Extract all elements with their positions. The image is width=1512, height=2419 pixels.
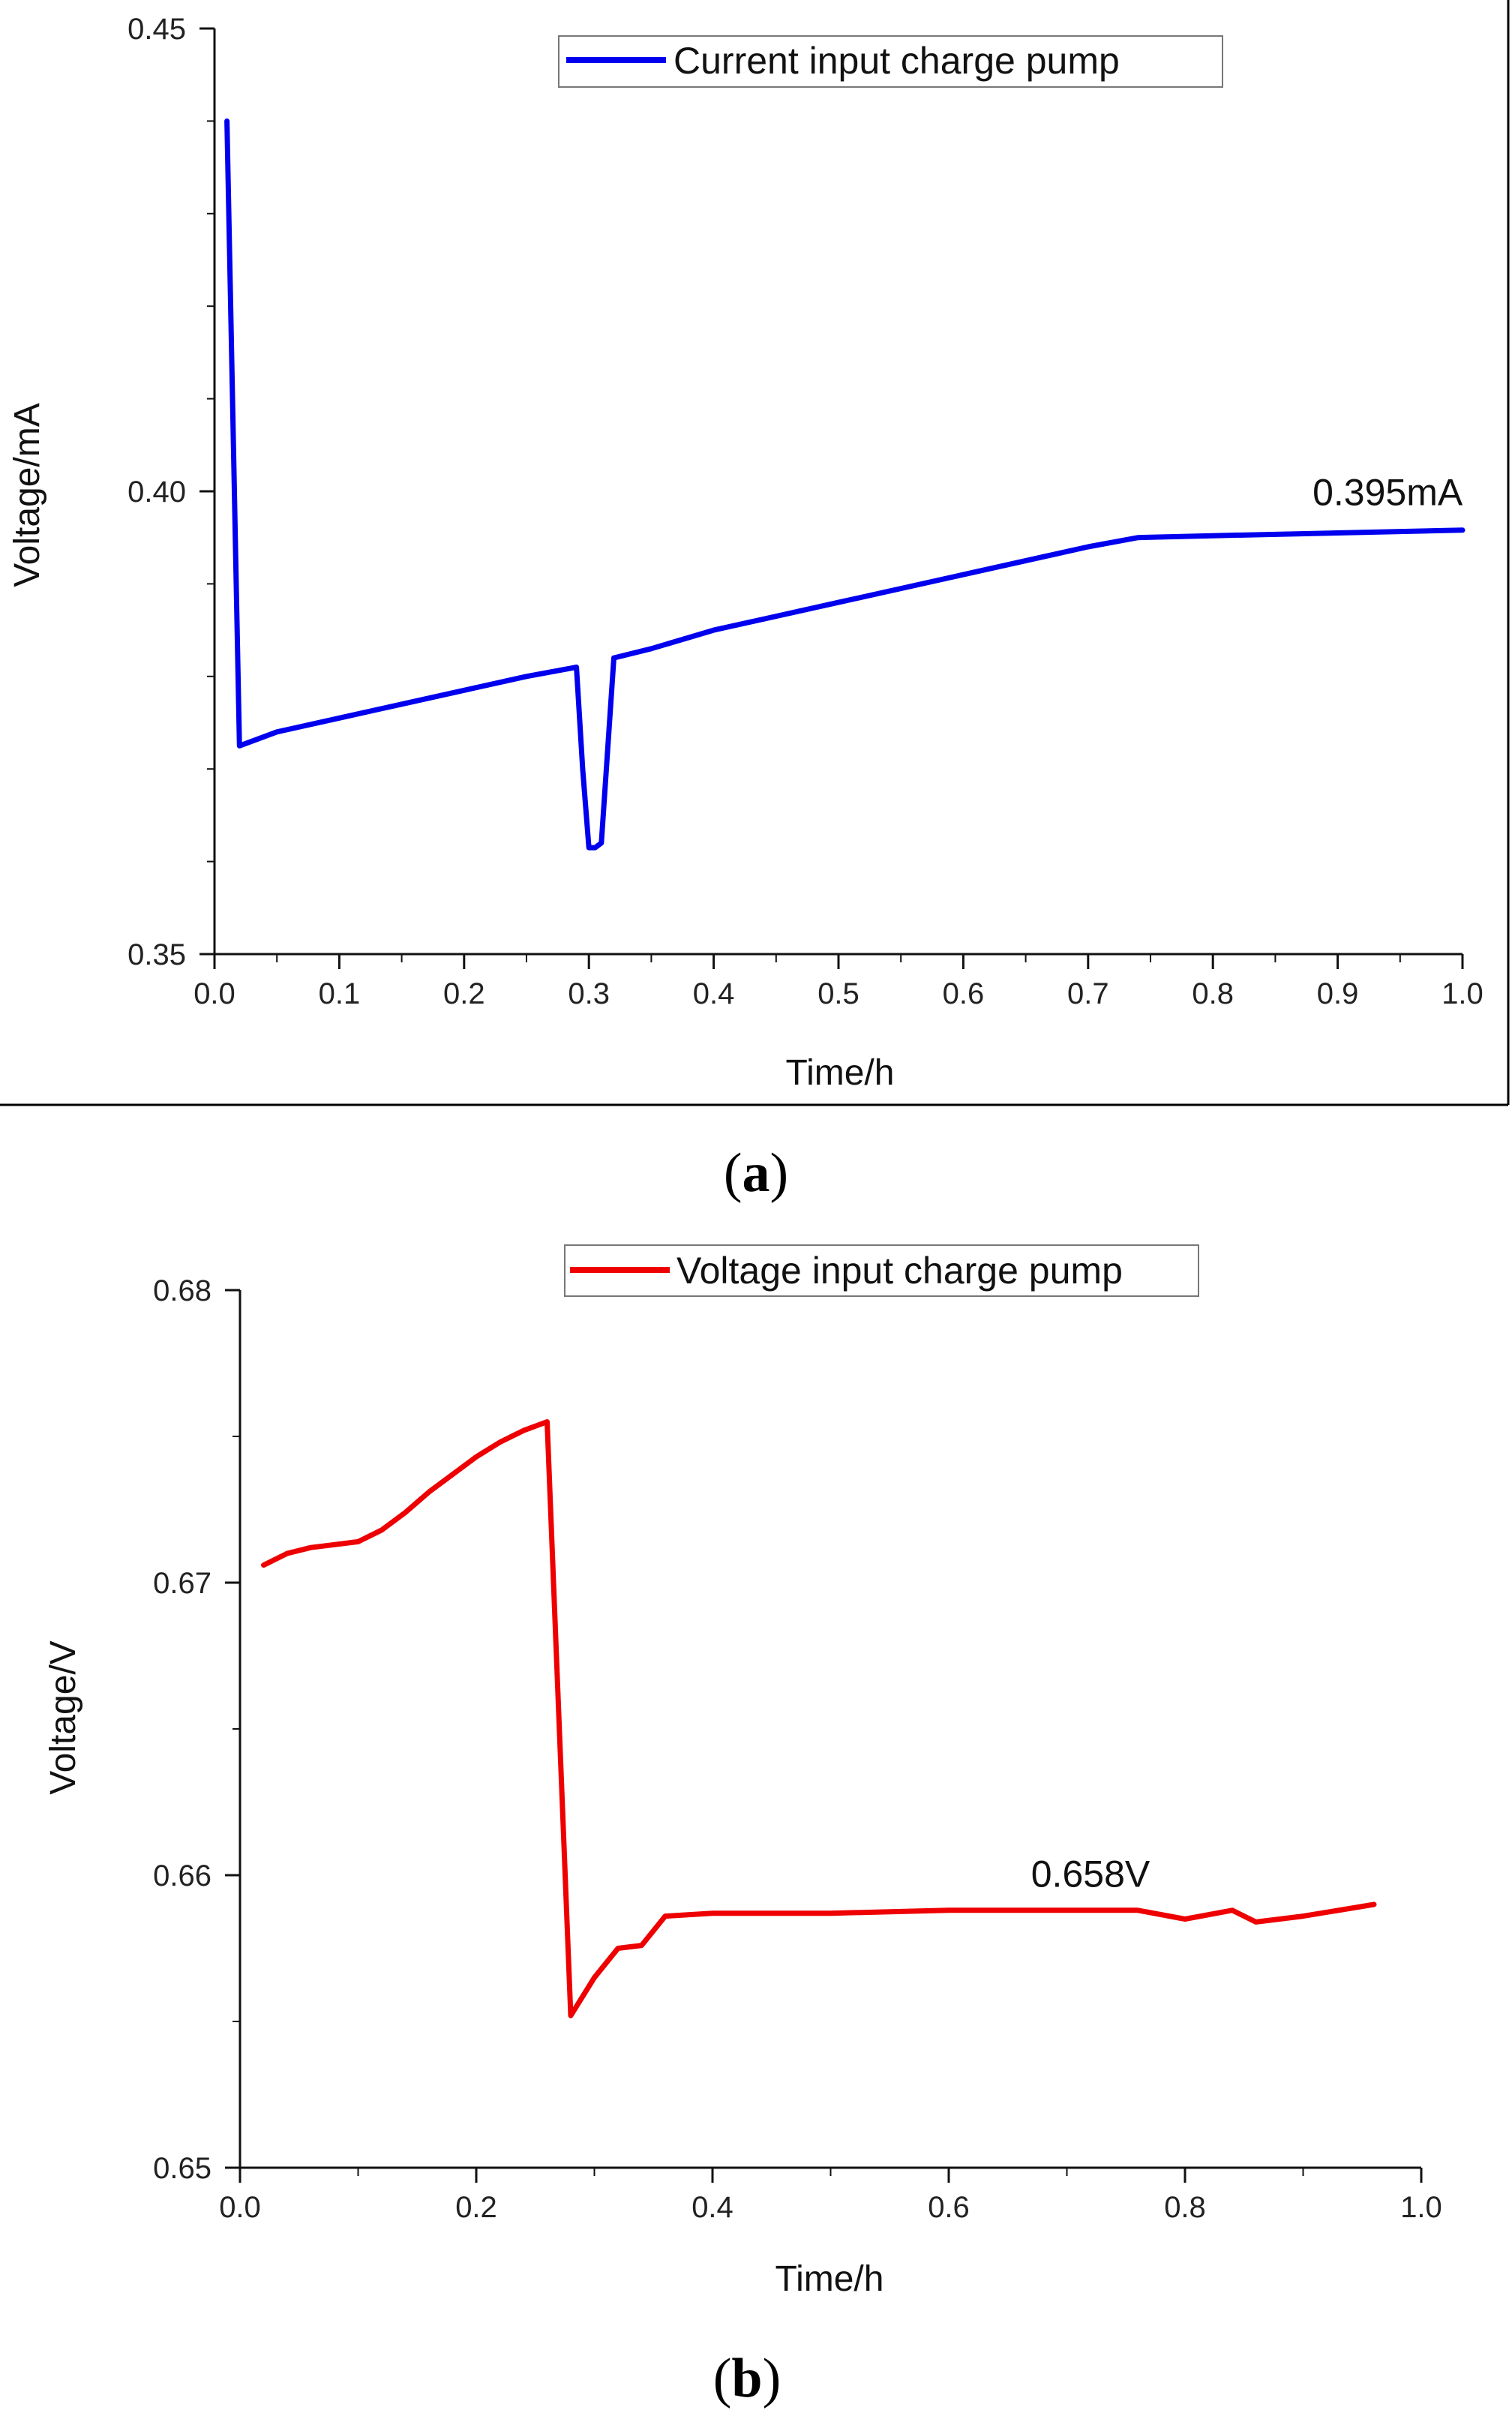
chart-b-legend: Voltage input charge pump — [564, 1244, 1199, 1297]
chart-a-legend-box — [558, 35, 1223, 88]
chart-b-y-tick-label: 0.65 — [153, 2152, 212, 2185]
chart-a-legend: Current input charge pump — [558, 35, 1223, 88]
chart-a-x-axis-title: Time/h — [786, 1053, 895, 1093]
chart-b-x-tick-label: 0.0 — [219, 2191, 261, 2224]
chart-a-series-line — [224, 118, 1466, 851]
chart-b-tick-labels: 0.0 0.2 0.4 0.6 0.8 1.0 0.65 0.66 0.67 0.68 — [153, 1274, 1442, 2224]
chart-a-x-tick-label: 0.7 — [1067, 977, 1109, 1010]
chart-b-series-line — [261, 1419, 1377, 2018]
chart-a-x-tick-label: 0.6 — [943, 977, 985, 1010]
chart-b-x-tick-label: 0.4 — [692, 2191, 734, 2224]
chart-b-annotation: 0.658V — [1031, 1853, 1150, 1895]
chart-b-x-tick-label: 0.8 — [1164, 2191, 1206, 2224]
panel-label-b: (b) — [713, 2348, 781, 2409]
chart-b-x-axis-title: Time/h — [776, 2259, 884, 2299]
chart-b-axes — [238, 1290, 1421, 2169]
chart-b-legend-label: Voltage input charge pump — [676, 1250, 1123, 1292]
chart-a-y-axis-title: Voltage/mA — [8, 403, 47, 587]
chart-b-x-tick-label: 0.2 — [455, 2191, 497, 2224]
chart-a-y-tick-label: 0.40 — [128, 476, 186, 509]
chart-a-legend-label: Current input charge pump — [674, 40, 1120, 82]
chart-b-legend-box — [564, 1244, 1199, 1297]
chart-b-y-axis-title: Voltage/V — [44, 1640, 83, 1795]
chart-a-x-tick-label: 0.5 — [818, 977, 860, 1010]
chart-b-x-tick-label: 1.0 — [1400, 2191, 1442, 2224]
panel-label-a: (a) — [724, 1142, 788, 1204]
chart-a: 0.0 0.1 0.2 0.3 0.4 0.5 0.6 0.7 0.8 0.9 1.0 0.35 0.4… — [8, 13, 1484, 1093]
chart-a-annotation: 0.395mA — [1312, 472, 1463, 514]
chart-a-x-tick-label: 0.1 — [319, 977, 361, 1010]
chart-b-ticks — [225, 1289, 1423, 2183]
chart-a-tick-labels: 0.0 0.1 0.2 0.3 0.4 0.5 0.6 0.7 0.8 0.9 1.0 0.35 0.4… — [128, 13, 1484, 1010]
chart-a-ticks — [200, 27, 1464, 969]
chart-a-series — [224, 118, 1466, 851]
chart-a-x-tick-label: 0.2 — [443, 977, 485, 1010]
chart-b-y-tick-label: 0.67 — [153, 1567, 212, 1600]
chart-a-x-tick-label: 0.8 — [1192, 977, 1234, 1010]
chart-b-y-tick-label: 0.68 — [153, 1274, 212, 1307]
chart-b-y-tick-label: 0.66 — [153, 1859, 212, 1892]
chart-b-x-tick-label: 0.6 — [928, 2191, 970, 2224]
chart-a-axes — [213, 29, 1462, 956]
chart-a-y-tick-label: 0.35 — [128, 938, 186, 971]
chart-b-series — [261, 1419, 1377, 2018]
chart-a-x-tick-label: 0.0 — [194, 977, 236, 1010]
chart-a-y-tick-label: 0.45 — [128, 13, 186, 46]
chart-a-x-tick-label: 0.3 — [568, 977, 610, 1010]
chart-a-x-tick-label: 1.0 — [1442, 977, 1484, 1010]
chart-a-x-tick-label: 0.9 — [1317, 977, 1359, 1010]
chart-a-x-tick-label: 0.4 — [693, 977, 735, 1010]
chart-b: 0.0 0.2 0.4 0.6 0.8 1.0 0.65 0.66 0.67 0.68 Volta… — [44, 1244, 1442, 2299]
